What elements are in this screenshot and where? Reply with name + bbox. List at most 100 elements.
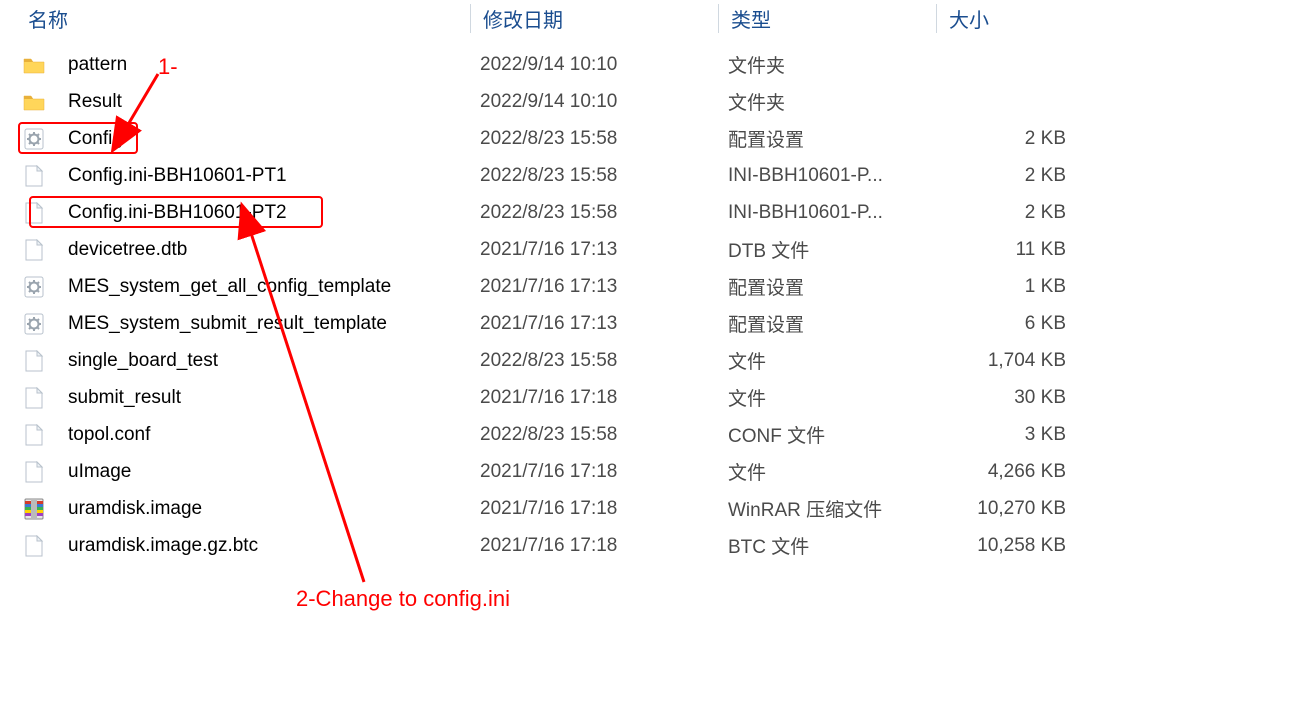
file-icon-cell: [0, 387, 68, 409]
column-header-type[interactable]: 类型: [718, 4, 936, 33]
config-icon: [24, 276, 44, 298]
file-name: devicetree.dtb: [68, 239, 480, 261]
file-date: 2022/8/23 15:58: [480, 424, 728, 446]
file-icon-cell: [0, 498, 68, 520]
file-icon-cell: [0, 313, 68, 335]
file-name: Result: [68, 91, 480, 113]
file-name: topol.conf: [68, 424, 480, 446]
file-icon-cell: [0, 276, 68, 298]
file-row[interactable]: uImage 2021/7/16 17:18 文件 4,266 KB: [0, 453, 1297, 490]
folder-icon: [23, 56, 45, 74]
file-date: 2021/7/16 17:18: [480, 498, 728, 520]
file-date: 2021/7/16 17:13: [480, 276, 728, 298]
file-name: uImage: [68, 461, 480, 483]
config-icon: [24, 313, 44, 335]
file-icon-cell: [0, 56, 68, 74]
file-type: 配置设置: [728, 310, 946, 337]
file-icon: [24, 461, 44, 483]
file-type: INI-BBH10601-P...: [728, 165, 946, 187]
file-row[interactable]: Config.ini-BBH10601-PT1 2022/8/23 15:58 …: [0, 157, 1297, 194]
file-icon-cell: [0, 165, 68, 187]
file-date: 2022/9/14 10:10: [480, 91, 728, 113]
file-name: pattern: [68, 54, 480, 76]
file-name: uramdisk.image.gz.btc: [68, 535, 480, 557]
file-row[interactable]: uramdisk.image.gz.btc 2021/7/16 17:18 BT…: [0, 527, 1297, 564]
file-date: 2022/8/23 15:58: [480, 202, 728, 224]
file-name: MES_system_get_all_config_template: [68, 276, 480, 298]
file-date: 2022/9/14 10:10: [480, 54, 728, 76]
file-icon-cell: [0, 350, 68, 372]
file-type: 文件: [728, 384, 946, 411]
file-row[interactable]: Result 2022/9/14 10:10 文件夹: [0, 83, 1297, 120]
file-size: 2 KB: [946, 128, 1066, 150]
file-row[interactable]: topol.conf 2022/8/23 15:58 CONF 文件 3 KB: [0, 416, 1297, 453]
file-row[interactable]: MES_system_get_all_config_template 2021/…: [0, 268, 1297, 305]
file-type: 文件夹: [728, 88, 946, 115]
file-size: 6 KB: [946, 313, 1066, 335]
file-row[interactable]: single_board_test 2022/8/23 15:58 文件 1,7…: [0, 342, 1297, 379]
file-icon: [24, 387, 44, 409]
file-name: MES_system_submit_result_template: [68, 313, 480, 335]
file-date: 2021/7/16 17:18: [480, 387, 728, 409]
file-icon: [24, 424, 44, 446]
archive-icon: [24, 498, 44, 520]
file-type: 文件: [728, 458, 946, 485]
file-size: 3 KB: [946, 424, 1066, 446]
file-size: 11 KB: [946, 239, 1066, 261]
file-size: 1,704 KB: [946, 350, 1066, 372]
file-type: 文件夹: [728, 51, 946, 78]
file-type: WinRAR 压缩文件: [728, 495, 946, 522]
column-header-name[interactable]: 名称: [28, 4, 470, 33]
file-size: 1 KB: [946, 276, 1066, 298]
file-type: DTB 文件: [728, 236, 946, 263]
file-name: Config.ini-BBH10601-PT1: [68, 165, 480, 187]
file-icon: [24, 165, 44, 187]
column-header-date[interactable]: 修改日期: [470, 4, 718, 33]
file-date: 2022/8/23 15:58: [480, 165, 728, 187]
file-icon: [24, 350, 44, 372]
file-row[interactable]: pattern 2022/9/14 10:10 文件夹: [0, 46, 1297, 83]
file-icon-cell: [0, 424, 68, 446]
file-type: 配置设置: [728, 273, 946, 300]
column-header-row: 名称 修改日期 类型 大小: [0, 0, 1297, 36]
file-type: BTC 文件: [728, 532, 946, 559]
file-name: Config: [68, 128, 480, 150]
file-row[interactable]: MES_system_submit_result_template 2021/7…: [0, 305, 1297, 342]
file-icon: [24, 202, 44, 224]
file-icon-cell: [0, 128, 68, 150]
file-name: uramdisk.image: [68, 498, 480, 520]
config-icon: [24, 128, 44, 150]
file-icon-cell: [0, 239, 68, 261]
file-row[interactable]: submit_result 2021/7/16 17:18 文件 30 KB: [0, 379, 1297, 416]
file-type: CONF 文件: [728, 421, 946, 448]
file-date: 2021/7/16 17:18: [480, 535, 728, 557]
file-size: 2 KB: [946, 165, 1066, 187]
file-size: 2 KB: [946, 202, 1066, 224]
file-icon-cell: [0, 535, 68, 557]
file-date: 2022/8/23 15:58: [480, 128, 728, 150]
file-type: 配置设置: [728, 125, 946, 152]
file-date: 2021/7/16 17:13: [480, 239, 728, 261]
file-icon-cell: [0, 93, 68, 111]
annotation-label-2: 2-Change to config.ini: [296, 586, 510, 612]
file-row[interactable]: devicetree.dtb 2021/7/16 17:13 DTB 文件 11…: [0, 231, 1297, 268]
file-icon: [24, 535, 44, 557]
file-name: single_board_test: [68, 350, 480, 372]
file-row[interactable]: Config.ini-BBH10601-PT2 2022/8/23 15:58 …: [0, 194, 1297, 231]
file-size: 30 KB: [946, 387, 1066, 409]
file-date: 2021/7/16 17:13: [480, 313, 728, 335]
file-type: INI-BBH10601-P...: [728, 202, 946, 224]
file-row[interactable]: Config 2022/8/23 15:58 配置设置 2 KB: [0, 120, 1297, 157]
file-list: pattern 2022/9/14 10:10 文件夹 Result 2022/…: [0, 36, 1297, 564]
file-size: 10,270 KB: [946, 498, 1066, 520]
file-type: 文件: [728, 347, 946, 374]
file-date: 2022/8/23 15:58: [480, 350, 728, 372]
folder-icon: [23, 93, 45, 111]
file-icon-cell: [0, 461, 68, 483]
file-date: 2021/7/16 17:18: [480, 461, 728, 483]
file-row[interactable]: uramdisk.image 2021/7/16 17:18 WinRAR 压缩…: [0, 490, 1297, 527]
file-icon: [24, 239, 44, 261]
file-name: submit_result: [68, 387, 480, 409]
column-header-size[interactable]: 大小: [936, 4, 1096, 33]
file-name: Config.ini-BBH10601-PT2: [68, 202, 480, 224]
